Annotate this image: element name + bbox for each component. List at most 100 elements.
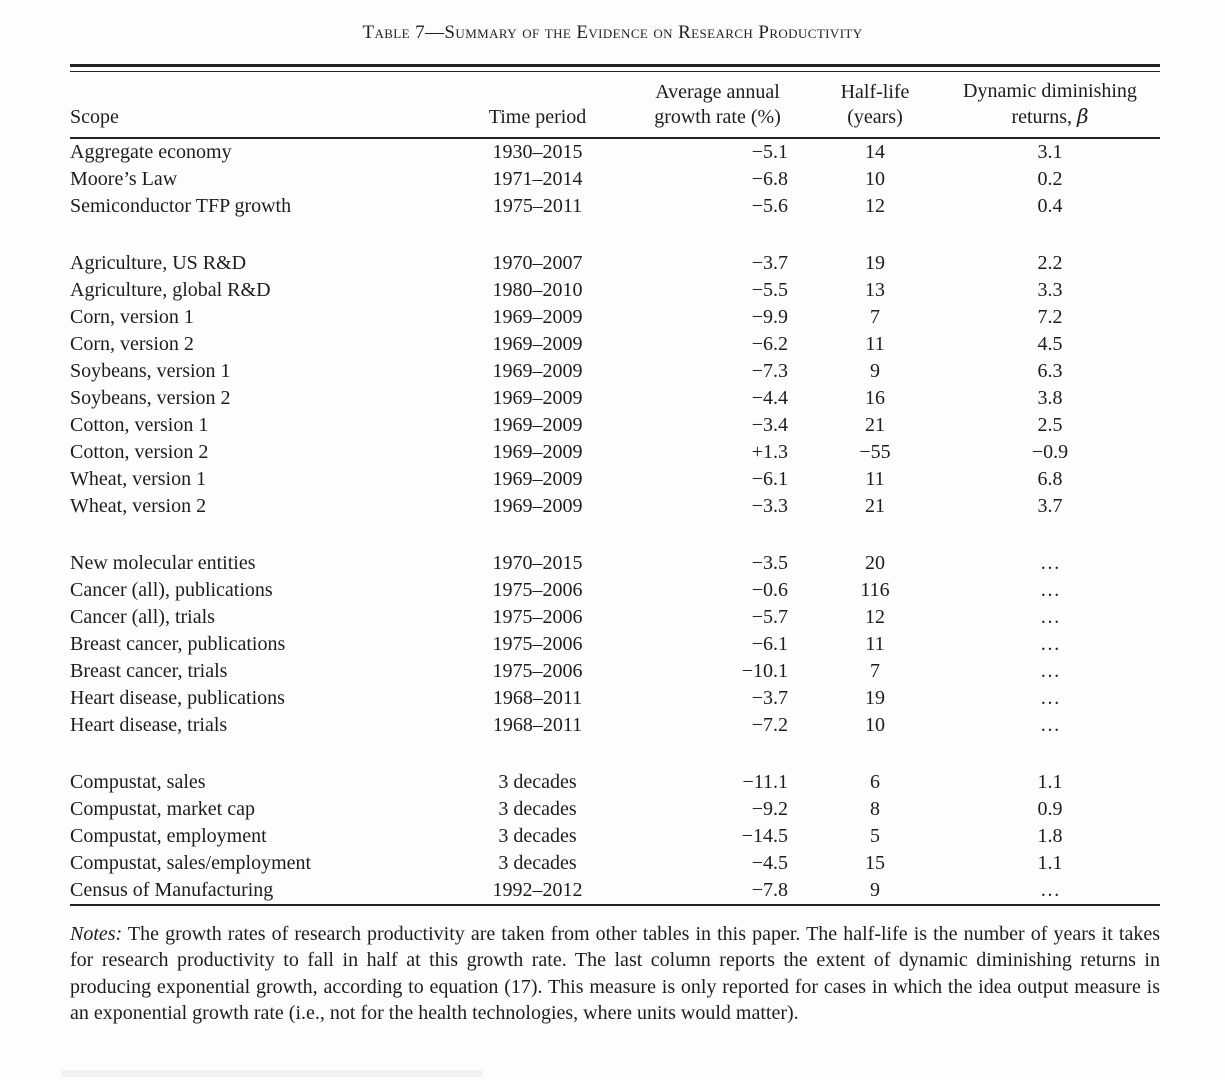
cell-growth: −14.5 bbox=[741, 824, 788, 847]
cell-growth: +1.3 bbox=[751, 440, 788, 463]
cell-period: 1969–2009 bbox=[492, 413, 583, 436]
cell-period: 1969–2009 bbox=[492, 359, 583, 382]
cell-halflife: 11 bbox=[865, 332, 885, 355]
cell-growth: −3.5 bbox=[751, 551, 788, 574]
cell-halflife: 15 bbox=[865, 851, 885, 874]
column-header-half-life: Half-life (years) bbox=[810, 80, 940, 130]
cell-growth: −9.9 bbox=[751, 305, 788, 328]
cell-beta: 0.2 bbox=[1037, 167, 1063, 190]
header-rule bbox=[70, 137, 1160, 139]
cell-period: 1975–2006 bbox=[492, 605, 583, 628]
table-row: Compustat, employment 3 decades −14.5 5 1.8 bbox=[70, 823, 1160, 850]
table-row: Breast cancer, publications 1975–2006 −6.1… bbox=[70, 631, 1160, 658]
cell-beta: 0.4 bbox=[1037, 194, 1063, 217]
cell-period: 3 decades bbox=[498, 797, 577, 820]
cell-beta: 3.7 bbox=[1037, 494, 1063, 517]
cell-growth: −6.8 bbox=[751, 167, 788, 190]
cell-beta: … bbox=[1040, 605, 1060, 628]
cell-scope: Breast cancer, trials bbox=[70, 659, 228, 682]
cell-period: 1969–2009 bbox=[492, 467, 583, 490]
cell-beta: 7.2 bbox=[1037, 305, 1063, 328]
cell-beta: 0.9 bbox=[1037, 797, 1063, 820]
cell-beta: … bbox=[1040, 551, 1060, 574]
cell-halflife: 10 bbox=[865, 167, 885, 190]
top-rule-inner bbox=[70, 70, 1160, 72]
top-rule-outer bbox=[70, 64, 1160, 67]
cell-scope: Agriculture, US R&D bbox=[70, 251, 247, 274]
cell-halflife: 116 bbox=[860, 578, 890, 601]
table-row: Cotton, version 1 1969–2009 −3.4 21 2.5 bbox=[70, 412, 1160, 439]
cell-growth: −0.6 bbox=[751, 578, 788, 601]
cell-period: 1968–2011 bbox=[492, 686, 583, 709]
cell-period: 1968–2011 bbox=[492, 713, 583, 736]
cell-period: 1975–2006 bbox=[492, 632, 583, 655]
cell-scope: Cotton, version 2 bbox=[70, 440, 209, 463]
notes-label: Notes: bbox=[70, 922, 123, 945]
cell-scope: Cancer (all), publications bbox=[70, 578, 273, 601]
table-row: Agriculture, global R&D 1980–2010 −5.5 13 3.… bbox=[70, 277, 1160, 304]
cell-halflife: 6 bbox=[870, 770, 880, 793]
research-productivity-table: Scope Time period Average annual growth … bbox=[70, 64, 1160, 1047]
cell-halflife: 14 bbox=[865, 140, 885, 163]
cell-halflife: 21 bbox=[865, 494, 885, 517]
cell-beta: … bbox=[1040, 713, 1060, 736]
cell-halflife: 21 bbox=[865, 413, 885, 436]
table-row: Moore’s Law 1971–2014 −6.8 10 0.2 bbox=[70, 166, 1160, 193]
cell-growth: −5.5 bbox=[751, 278, 788, 301]
cell-scope: Wheat, version 2 bbox=[70, 494, 207, 517]
cell-halflife: 8 bbox=[870, 797, 880, 820]
cell-scope: Moore’s Law bbox=[70, 167, 178, 190]
cell-scope: New molecular entities bbox=[70, 551, 256, 574]
cell-period: 1969–2009 bbox=[492, 440, 583, 463]
group-spacer bbox=[70, 739, 1160, 769]
cell-growth: −7.8 bbox=[751, 878, 788, 901]
table-row: Corn, version 1 1969–2009 −9.9 7 7.2 bbox=[70, 304, 1160, 331]
table-row: Agriculture, US R&D 1970–2007 −3.7 19 2.2 bbox=[70, 250, 1160, 277]
header-halflife-line2: (years) bbox=[847, 106, 903, 128]
cell-scope: Soybeans, version 1 bbox=[70, 359, 231, 382]
table-row: Corn, version 2 1969–2009 −6.2 11 4.5 bbox=[70, 331, 1160, 358]
cell-scope: Wheat, version 1 bbox=[70, 467, 207, 490]
group-spacer bbox=[70, 220, 1160, 250]
cell-beta: 6.3 bbox=[1037, 359, 1063, 382]
cell-scope: Aggregate economy bbox=[70, 140, 232, 163]
cell-period: 1992–2012 bbox=[492, 878, 583, 901]
column-header-time-period: Time period bbox=[450, 105, 625, 130]
cell-period: 1969–2009 bbox=[492, 494, 583, 517]
header-scope-label: Scope bbox=[70, 106, 119, 128]
beta-symbol: β bbox=[1076, 104, 1089, 128]
cell-scope: Cancer (all), trials bbox=[70, 605, 215, 628]
cell-halflife: 7 bbox=[870, 659, 880, 682]
bottom-rule bbox=[70, 903, 1160, 906]
cell-scope: Compustat, market cap bbox=[70, 797, 255, 820]
cell-beta: 2.5 bbox=[1037, 413, 1063, 436]
header-beta-line2: returns, β bbox=[940, 104, 1160, 130]
cell-beta: … bbox=[1040, 578, 1060, 601]
cell-halflife: −55 bbox=[859, 440, 891, 463]
cell-halflife: 11 bbox=[865, 632, 885, 655]
header-growth-line2: growth rate (%) bbox=[654, 106, 781, 128]
cell-growth: −3.4 bbox=[751, 413, 788, 436]
cell-growth: −4.5 bbox=[751, 851, 788, 874]
table-row: New molecular entities 1970–2015 −3.5 20… bbox=[70, 550, 1160, 577]
cell-scope: Heart disease, trials bbox=[70, 713, 228, 736]
table-row: Soybeans, version 2 1969–2009 −4.4 16 3.8 bbox=[70, 385, 1160, 412]
table-row: Soybeans, version 1 1969–2009 −7.3 9 6.3 bbox=[70, 358, 1160, 385]
cell-scope: Agriculture, global R&D bbox=[70, 278, 271, 301]
cell-halflife: 11 bbox=[865, 467, 885, 490]
table-row: Wheat, version 2 1969–2009 −3.3 21 3.7 bbox=[70, 493, 1160, 520]
cell-scope: Corn, version 1 bbox=[70, 305, 194, 328]
cell-scope: Heart disease, publications bbox=[70, 686, 285, 709]
header-halflife-line1: Half-life bbox=[840, 81, 910, 103]
cell-halflife: 9 bbox=[870, 878, 880, 901]
table-row: Heart disease, publications 1968–2011 −3.7… bbox=[70, 685, 1160, 712]
cell-period: 1970–2007 bbox=[492, 251, 583, 274]
cell-growth: −3.3 bbox=[751, 494, 788, 517]
group-spacer bbox=[70, 520, 1160, 550]
table-row: Compustat, sales/employment 3 decades −4.5… bbox=[70, 850, 1160, 877]
cell-beta: 1.1 bbox=[1037, 851, 1063, 874]
cell-beta: 3.1 bbox=[1037, 140, 1063, 163]
cell-period: 1930–2015 bbox=[492, 140, 583, 163]
cell-growth: −7.2 bbox=[751, 713, 788, 736]
table-row: Cancer (all), trials 1975–2006 −5.7 12… bbox=[70, 604, 1160, 631]
